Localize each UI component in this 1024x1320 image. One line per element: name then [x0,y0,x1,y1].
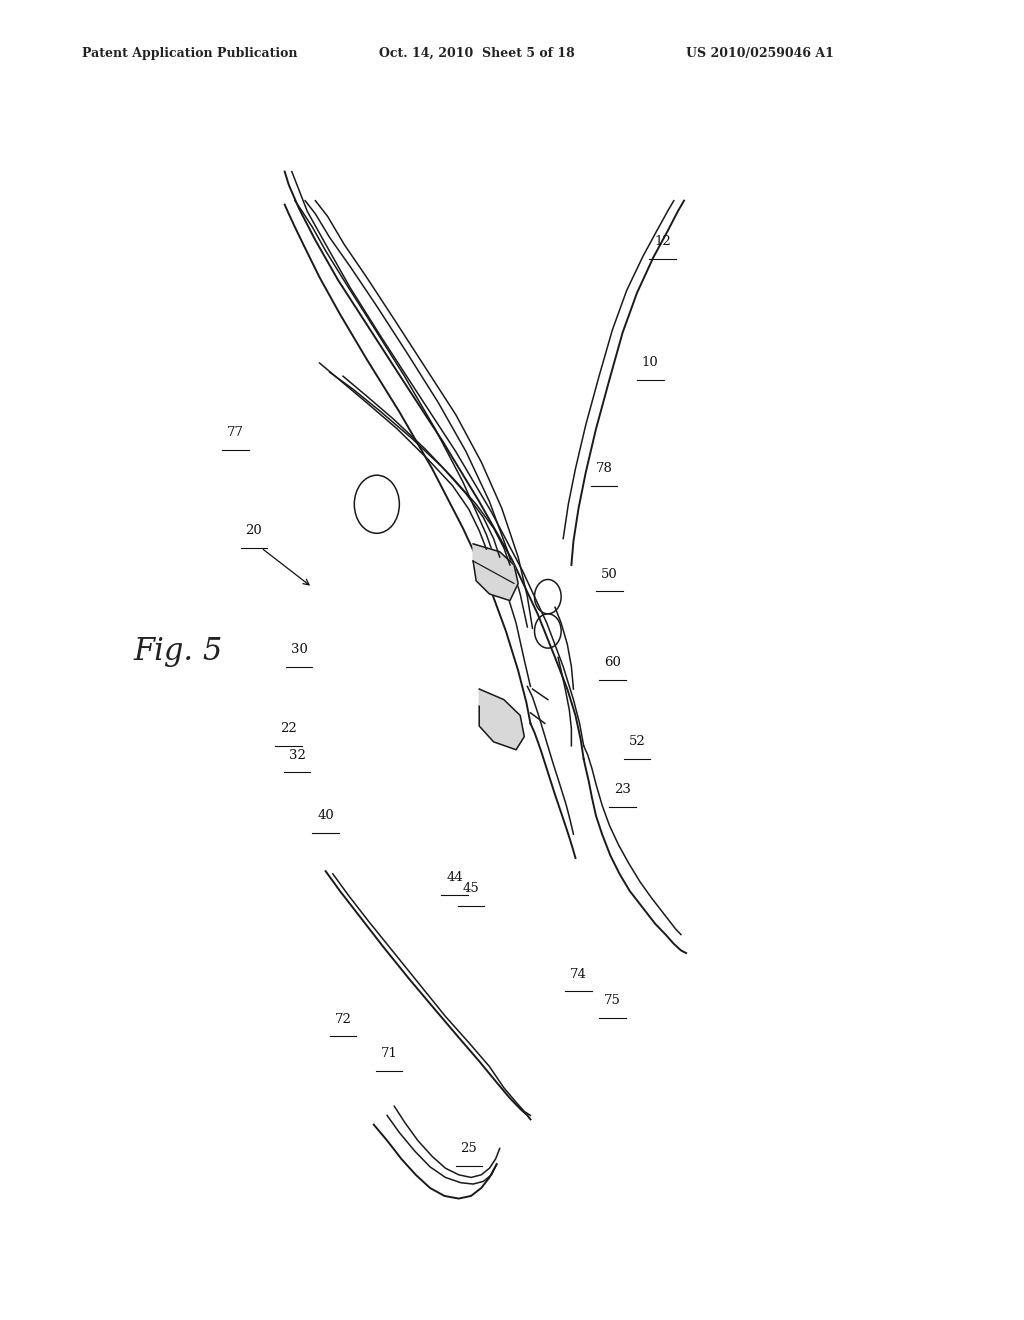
Text: 23: 23 [614,783,631,796]
Text: 32: 32 [289,748,305,762]
Text: 75: 75 [604,994,621,1007]
Text: 30: 30 [291,643,307,656]
Text: US 2010/0259046 A1: US 2010/0259046 A1 [686,46,834,59]
Text: Fig. 5: Fig. 5 [133,636,222,667]
Text: 52: 52 [629,735,645,748]
Text: Oct. 14, 2010  Sheet 5 of 18: Oct. 14, 2010 Sheet 5 of 18 [379,46,574,59]
Text: 72: 72 [335,1012,351,1026]
Text: 22: 22 [281,722,297,735]
Text: 12: 12 [654,235,671,248]
Text: 25: 25 [461,1142,477,1155]
Text: 10: 10 [642,356,658,370]
Text: Patent Application Publication: Patent Application Publication [82,46,297,59]
Text: 60: 60 [604,656,621,669]
Polygon shape [473,544,518,601]
Text: 77: 77 [227,426,244,440]
Text: 50: 50 [601,568,617,581]
Text: 74: 74 [570,968,587,981]
Polygon shape [479,689,524,750]
Text: 44: 44 [446,871,463,884]
Text: 78: 78 [596,462,612,475]
Text: 71: 71 [381,1047,397,1060]
Text: 45: 45 [463,882,479,895]
Text: 20: 20 [246,524,262,537]
Text: 40: 40 [317,809,334,822]
